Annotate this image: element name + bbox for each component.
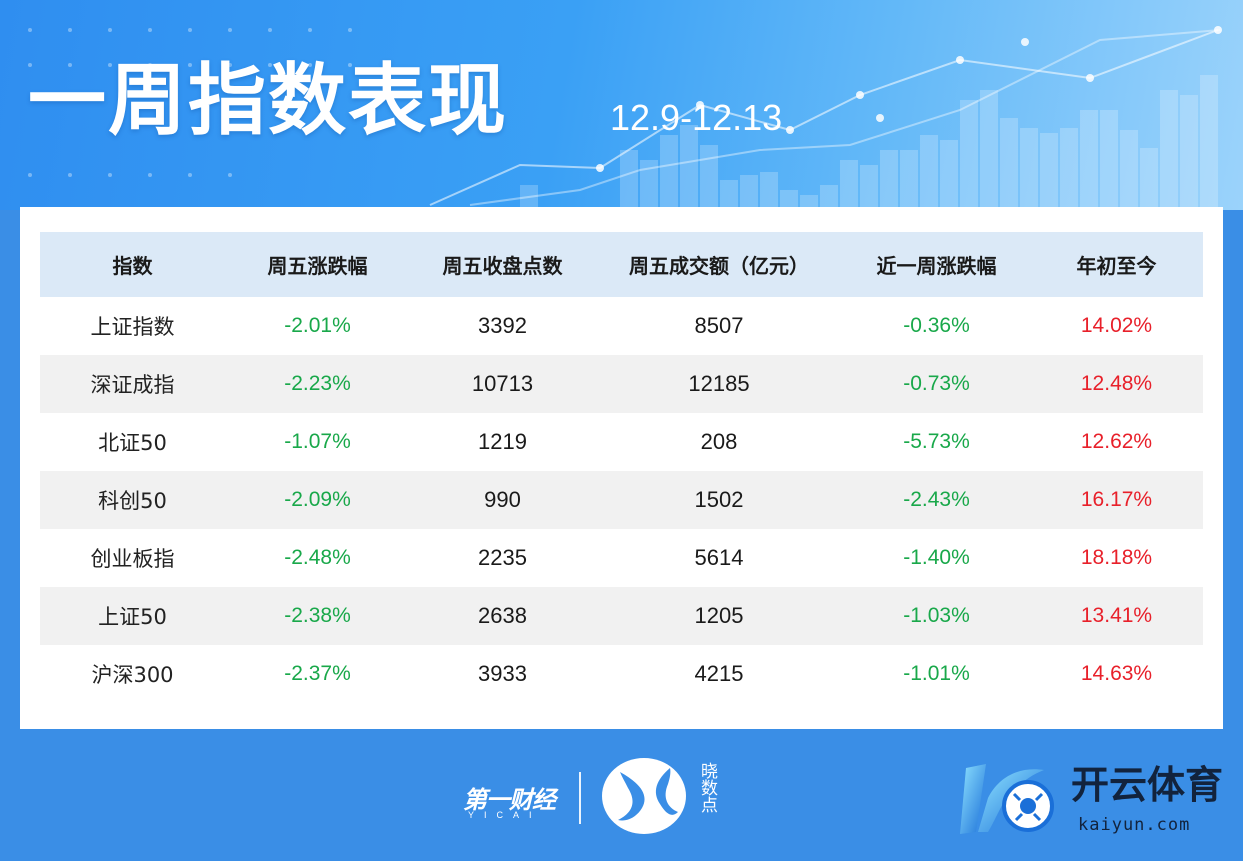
kaiyun-brand-name: 开云体育 — [1071, 763, 1224, 807]
friday-close: 10713 — [471, 371, 534, 396]
friday-turnover: 1205 — [694, 603, 744, 628]
weekly-change: -1.03% — [903, 604, 970, 627]
ytd-change: 18.18% — [1080, 546, 1153, 569]
ytd-change: 13.41% — [1080, 604, 1153, 627]
table-row: 上证50 -2.38% 2638 1205 -1.03% 13.41% — [40, 587, 1203, 645]
kaiyun-brand-url: kaiyun.com — [1078, 815, 1191, 835]
ytd-change: 14.02% — [1080, 314, 1153, 337]
column-header-friday-close: 周五收盘点数 — [442, 254, 563, 278]
friday-close: 2638 — [478, 603, 527, 628]
page-title: 一周指数表现 — [28, 56, 509, 146]
index-name: 科创50 — [98, 489, 167, 513]
column-header-ytd: 年初至今 — [1076, 254, 1157, 278]
weekly-change: -1.40% — [903, 546, 970, 569]
friday-turnover: 12185 — [688, 371, 750, 396]
decorative-chart-graphic — [28, 26, 1222, 210]
friday-turnover: 208 — [700, 429, 738, 454]
yicai-logo-subtext: YICAI — [468, 810, 542, 820]
table-row: 深证成指 -2.23% 10713 12185 -0.73% 12.48% — [40, 355, 1203, 413]
index-name: 创业板指 — [90, 547, 175, 571]
index-name: 北证50 — [98, 431, 167, 455]
index-name: 沪深300 — [91, 663, 174, 687]
table-row: 北证50 -1.07% 1219 208 -5.73% 12.62% — [40, 413, 1203, 471]
column-header-friday-change: 周五涨跌幅 — [267, 254, 368, 278]
weekly-change: -0.73% — [903, 372, 970, 395]
table-row: 创业板指 -2.48% 2235 5614 -1.40% 18.18% — [40, 529, 1203, 587]
xiaoshudian-logo-text: 晓数点 — [697, 762, 717, 813]
table-row: 沪深300 -2.37% 3933 4215 -1.01% 14.63% — [40, 645, 1203, 703]
header-banner: 一周指数表现 12.9-12.13 — [0, 0, 1243, 210]
friday-turnover: 4215 — [694, 661, 744, 686]
friday-change: -2.01% — [284, 314, 351, 337]
date-range: 12.9-12.13 — [610, 97, 783, 138]
index-name: 深证成指 — [90, 373, 175, 397]
friday-change: -2.48% — [284, 546, 351, 569]
column-header-weekly-change: 近一周涨跌幅 — [876, 254, 997, 278]
friday-change: -1.07% — [284, 430, 351, 453]
friday-close: 3392 — [478, 313, 527, 338]
ytd-change: 14.63% — [1080, 662, 1153, 685]
column-header-friday-turnover: 周五成交额（亿元） — [629, 254, 809, 278]
friday-turnover: 5614 — [694, 545, 744, 570]
column-header-index: 指数 — [112, 254, 153, 278]
friday-change: -2.37% — [284, 662, 351, 685]
yicai-logo: 第一财经 — [463, 786, 556, 814]
index-name: 上证50 — [98, 605, 167, 629]
friday-close: 1219 — [478, 429, 527, 454]
table-header-row: 指数 周五涨跌幅 周五收盘点数 周五成交额（亿元） 近一周涨跌幅 年初至今 — [40, 232, 1203, 297]
brand-divider — [579, 772, 581, 824]
friday-turnover: 8507 — [694, 313, 744, 338]
friday-close: 3933 — [478, 661, 527, 686]
friday-change: -2.09% — [284, 488, 351, 511]
index-table: 指数 周五涨跌幅 周五收盘点数 周五成交额（亿元） 近一周涨跌幅 年初至今 上证… — [40, 232, 1203, 703]
table-row: 上证指数 -2.01% 3392 8507 -0.36% 14.02% — [40, 297, 1203, 355]
table-row: 科创50 -2.09% 990 1502 -2.43% 16.17% — [40, 471, 1203, 529]
friday-close: 2235 — [478, 545, 527, 570]
friday-close: 990 — [484, 487, 521, 512]
friday-change: -2.23% — [284, 372, 351, 395]
index-name: 上证指数 — [90, 315, 175, 339]
ytd-change: 12.48% — [1080, 372, 1153, 395]
ytd-change: 16.17% — [1080, 488, 1153, 511]
friday-change: -2.38% — [284, 604, 351, 627]
index-table-card: 指数 周五涨跌幅 周五收盘点数 周五成交额（亿元） 近一周涨跌幅 年初至今 上证… — [20, 207, 1223, 729]
weekly-change: -2.43% — [903, 488, 970, 511]
kaiyun-logo-icon — [960, 764, 1054, 834]
weekly-change: -1.01% — [903, 662, 970, 685]
weekly-change: -0.36% — [903, 314, 970, 337]
weekly-change: -5.73% — [903, 430, 970, 453]
ytd-change: 12.62% — [1080, 430, 1153, 453]
xiaoshudian-logo-icon — [602, 758, 686, 834]
friday-turnover: 1502 — [694, 487, 744, 512]
